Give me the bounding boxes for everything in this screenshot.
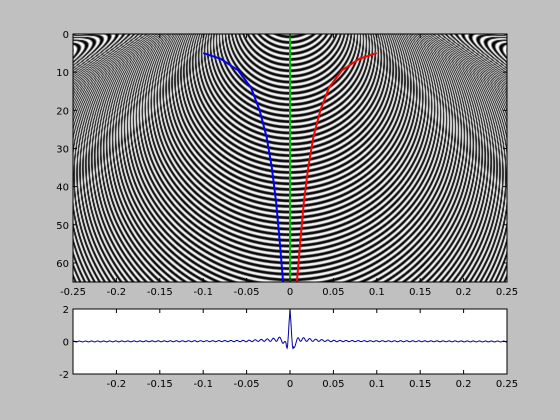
top-x-tick-label: 0.25: [496, 287, 518, 298]
bottom-x-tick-label: -0.1: [193, 379, 213, 390]
bottom-x-tick-label: 0: [287, 379, 293, 390]
top-x-tick-label: -0.1: [193, 287, 213, 298]
bottom-x-tick-label: 0.1: [369, 379, 385, 390]
bottom-x-tick-label: 0.2: [456, 379, 472, 390]
top-x-tick-label: -0.15: [147, 287, 173, 298]
overlay-curve-2: [295, 52, 378, 283]
top-y-tick-label: 20: [56, 106, 69, 117]
bottom-x-tick-label: 0.05: [322, 379, 344, 390]
bottom-line-plot: -0.2 -0.15 -0.1 -0.05 0 0.05 0.1 0.15 0.2 0.25 -2 0…: [59, 305, 518, 390]
top-x-tick-label: 0.2: [456, 287, 472, 298]
bottom-x-tick-label: -0.15: [147, 379, 173, 390]
bottom-x-tick-label: 0.15: [409, 379, 431, 390]
top-y-tick-label: 10: [56, 68, 69, 79]
bottom-y-tick-label: 0: [63, 338, 69, 349]
top-heatmap-plot: -0.25 -0.2 -0.15 -0.1 -0.05 0 0.05 0.1 0.15 0.2 0.…: [56, 30, 518, 298]
bottom-y-tick-label: -2: [59, 370, 69, 381]
top-x-tick-label: -0.2: [107, 287, 127, 298]
top-x-tick-label: 0.15: [409, 287, 431, 298]
top-x-tick-label: -0.25: [60, 287, 86, 298]
top-x-tick-label: 0.1: [369, 287, 385, 298]
top-y-tick-label: 0: [63, 30, 69, 41]
bottom-x-tick-label: -0.05: [234, 379, 260, 390]
top-y-tick-label: 30: [56, 144, 69, 155]
bottom-x-tick-label: 0.25: [496, 379, 518, 390]
overlay-curve-0: [202, 52, 285, 283]
top-y-tick-label: 50: [56, 221, 69, 232]
top-x-tick-label: 0: [287, 287, 293, 298]
top-x-tick-label: 0.05: [322, 287, 344, 298]
top-x-tick-label: -0.05: [234, 287, 260, 298]
top-y-tick-label: 60: [56, 259, 69, 270]
bottom-x-tick-label: -0.2: [107, 379, 127, 390]
top-y-tick-label: 40: [56, 183, 69, 194]
bottom-y-tick-label: 2: [63, 305, 69, 316]
